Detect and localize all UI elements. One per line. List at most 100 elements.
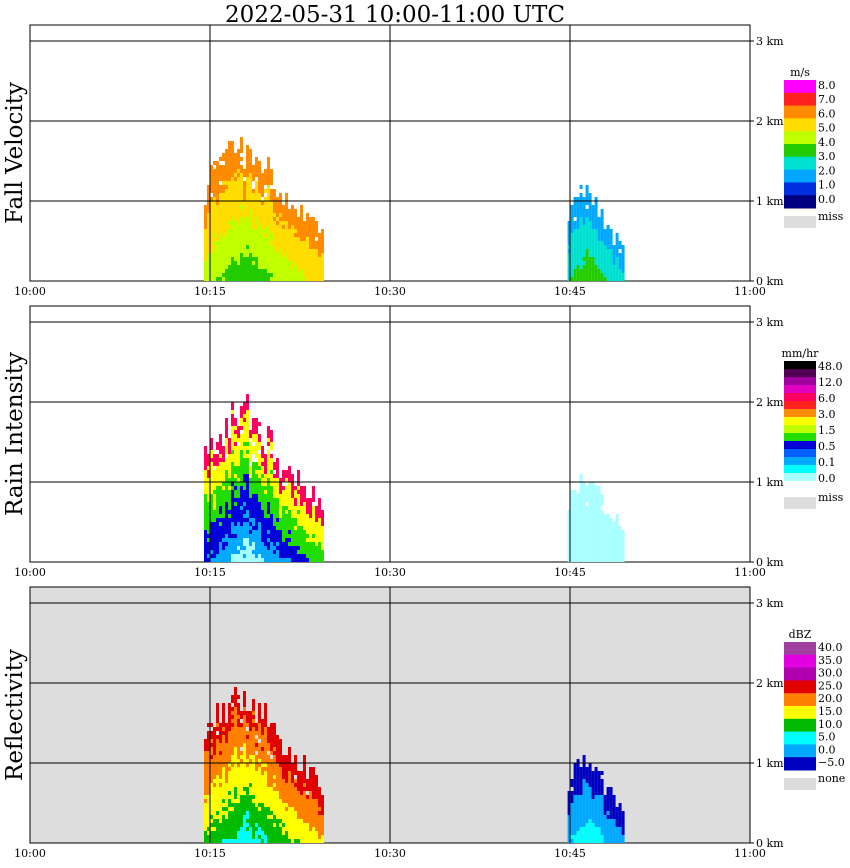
x-tick-label: 10:00 <box>14 566 46 579</box>
echo-cell <box>570 795 574 799</box>
echo-cell <box>210 811 213 815</box>
echo-cell <box>321 839 324 843</box>
echo-cell <box>603 261 607 265</box>
echo-cell <box>576 209 580 213</box>
echo-cell <box>255 546 258 550</box>
echo-cell <box>228 205 231 209</box>
echo-cell <box>252 506 255 510</box>
echo-cell <box>207 486 210 490</box>
echo-cell <box>204 763 207 767</box>
echo-cell <box>288 261 291 265</box>
echo-cell <box>273 803 276 807</box>
echo-cell <box>276 502 279 506</box>
echo-cell <box>234 237 237 241</box>
echo-cell <box>252 715 255 719</box>
echo-cell <box>303 518 306 522</box>
echo-cell <box>312 819 315 823</box>
echo-cell <box>291 522 294 526</box>
echo-cell <box>594 518 598 522</box>
echo-cell <box>246 402 249 406</box>
echo-cell <box>297 241 300 245</box>
echo-cell <box>276 831 279 835</box>
echo-cell <box>243 791 246 795</box>
echo-cell <box>219 755 222 759</box>
colorbar-swatch <box>784 169 816 183</box>
echo-cell <box>246 815 249 819</box>
echo-cell <box>285 823 288 827</box>
echo-cell <box>213 482 216 486</box>
echo-cell <box>267 269 270 273</box>
echo-cell <box>243 735 246 739</box>
echo-cell <box>312 550 315 554</box>
echo-cell <box>321 257 324 261</box>
echo-cell <box>222 558 225 562</box>
echo-cell <box>219 189 222 193</box>
echo-cell <box>570 522 574 526</box>
echo-cell <box>204 494 207 498</box>
echo-cell <box>249 257 252 261</box>
echo-cell <box>276 245 279 249</box>
echo-cell <box>594 241 598 245</box>
echo-cell <box>279 526 282 530</box>
echo-cell <box>291 490 294 494</box>
echo-cell <box>258 703 261 707</box>
echo-cell <box>573 811 577 815</box>
echo-cell <box>246 498 249 502</box>
echo-cell <box>219 173 222 177</box>
echo-cell <box>231 735 234 739</box>
echo-cell <box>315 819 318 823</box>
colorbar-swatch <box>784 465 816 474</box>
echo-cell <box>585 542 589 546</box>
echo-cell <box>606 253 610 257</box>
echo-cell <box>246 213 249 217</box>
echo-cell <box>228 819 231 823</box>
echo-cell <box>318 233 321 237</box>
echo-cell <box>261 466 264 470</box>
echo-cell <box>582 799 586 803</box>
echo-cell <box>240 426 243 430</box>
echo-region <box>567 755 625 843</box>
echo-cell <box>582 526 586 530</box>
echo-cell <box>594 197 598 201</box>
echo-cell <box>273 823 276 827</box>
echo-cell <box>261 450 264 454</box>
echo-cell <box>294 542 297 546</box>
echo-cell <box>240 229 243 233</box>
echo-cell <box>567 831 571 835</box>
echo-cell <box>258 510 261 514</box>
echo-cell <box>588 815 592 819</box>
echo-cell <box>219 458 222 462</box>
echo-cell <box>288 209 291 213</box>
echo-cell <box>297 494 300 498</box>
echo-cell <box>225 201 228 205</box>
echo-cell <box>222 261 225 265</box>
colorbar-swatch <box>784 377 816 386</box>
echo-cell <box>582 490 586 494</box>
echo-cell <box>585 193 589 197</box>
echo-cell <box>234 245 237 249</box>
echo-cell <box>207 751 210 755</box>
echo-cell <box>618 538 622 542</box>
echo-cell <box>228 478 231 482</box>
echo-cell <box>576 510 580 514</box>
echo-cell <box>591 510 595 514</box>
y-tick-label: 0 km <box>756 837 784 850</box>
echo-cell <box>288 755 291 759</box>
echo-cell <box>210 189 213 193</box>
echo-cell <box>576 811 580 815</box>
echo-cell <box>318 514 321 518</box>
colorbar-swatch <box>784 457 816 466</box>
echo-cell <box>594 767 598 771</box>
echo-cell <box>318 257 321 261</box>
colorbar-label: miss <box>818 210 844 223</box>
echo-cell <box>207 827 210 831</box>
echo-cell <box>204 261 207 265</box>
echo-cell <box>585 827 589 831</box>
echo-cell <box>282 767 285 771</box>
echo-cell <box>288 526 291 530</box>
echo-cell <box>273 831 276 835</box>
echo-cell <box>243 795 246 799</box>
echo-cell <box>261 241 264 245</box>
echo-cell <box>291 530 294 534</box>
echo-cell <box>231 719 234 723</box>
